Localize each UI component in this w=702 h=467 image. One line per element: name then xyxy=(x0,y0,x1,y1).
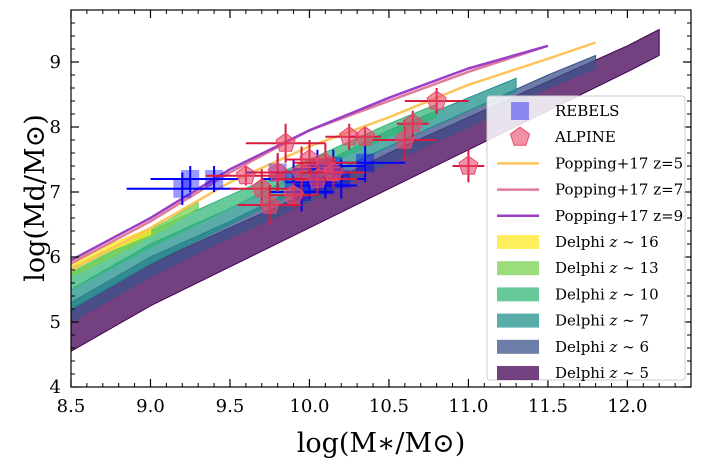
legend-entry-delphi-z-10: Delphi z ∼ 10 xyxy=(497,285,659,303)
band-delphi-z-10 xyxy=(71,103,438,291)
y-axis-label: log(Md/M⊙) xyxy=(20,114,51,282)
legend-band-swatch xyxy=(497,339,539,354)
legend-label: Delphi z ∼ 13 xyxy=(555,259,659,277)
x-tick-label: 11.5 xyxy=(528,396,568,417)
rebels-marker xyxy=(356,153,375,172)
legend-label: Popping+17 z=5 xyxy=(555,154,683,172)
x-tick-label: 11.0 xyxy=(448,396,488,417)
legend-label: Popping+17 z=7 xyxy=(555,181,683,199)
x-axis-label: log(M∗/M⊙) xyxy=(297,428,466,459)
legend-entry-delphi-z-13: Delphi z ∼ 13 xyxy=(497,259,659,277)
legend-box xyxy=(486,95,686,381)
rebels-marker xyxy=(205,170,224,188)
alpine-marker xyxy=(323,161,344,182)
legend-entry-rebels: REBELS xyxy=(511,102,619,120)
x-tick-label: 9.5 xyxy=(216,396,245,417)
alpine-marker xyxy=(402,113,423,133)
alpine-point xyxy=(237,185,302,225)
legend-label: Delphi z ∼ 7 xyxy=(555,312,649,330)
legend-band-swatch xyxy=(497,235,539,249)
legend-label: Popping+17 z=9 xyxy=(555,207,683,225)
alpine-point xyxy=(245,123,326,163)
alpine-point xyxy=(373,120,437,160)
y-tick-label: 6 xyxy=(50,247,61,268)
legend-band-swatch xyxy=(497,313,539,328)
legend-label: Delphi z ∼ 16 xyxy=(555,233,659,251)
alpine-point xyxy=(349,126,381,147)
legend-entry-alpine: ALPINE xyxy=(509,126,616,146)
alpine-point xyxy=(396,110,429,137)
legend-entry-delphi-z-7: Delphi z ∼ 7 xyxy=(497,312,649,330)
x-tick-label: 9.0 xyxy=(136,396,165,417)
rebels-point xyxy=(190,166,238,192)
y-tick-label: 5 xyxy=(50,312,61,333)
rebels-point xyxy=(126,172,238,205)
x-tick-label: 12.0 xyxy=(607,396,647,417)
legend-marker xyxy=(511,102,529,120)
legend-entry-delphi-z-16: Delphi z ∼ 16 xyxy=(497,233,659,251)
alpine-point xyxy=(269,182,318,209)
alpine-point xyxy=(404,88,469,114)
alpine-marker xyxy=(275,132,296,152)
y-tick-label: 7 xyxy=(50,182,61,203)
y-tick-label: 4 xyxy=(50,377,61,398)
y-tick-label: 9 xyxy=(50,52,61,73)
legend: REBELS ALPINE Popping+17 z=5 Popping+17 z=7… xyxy=(486,95,686,382)
plot-frame xyxy=(70,9,692,388)
alpine-marker xyxy=(251,178,272,198)
alpine-marker xyxy=(259,194,280,214)
alpine-point xyxy=(229,169,294,209)
x-tick-label: 10.0 xyxy=(289,396,329,417)
legend-label: Delphi z ∼ 6 xyxy=(555,338,649,356)
legend-label: ALPINE xyxy=(554,128,616,146)
legend-label: Delphi z ∼ 5 xyxy=(555,364,649,382)
line-popping-17-z-9 xyxy=(71,44,549,262)
x-tick-label: 10.5 xyxy=(369,396,409,417)
legend-band-swatch xyxy=(497,287,539,302)
y-tick-label: 8 xyxy=(50,117,61,138)
rebels-marker xyxy=(173,179,192,198)
legend-entry-popping-17-z-5: Popping+17 z=5 xyxy=(497,154,683,172)
alpine-point xyxy=(277,162,358,196)
legend-entry-popping-17-z-7: Popping+17 z=7 xyxy=(497,181,683,199)
legend-marker xyxy=(509,126,531,146)
alpine-point xyxy=(301,156,366,189)
legend-label: REBELS xyxy=(555,102,619,120)
legend-entry-popping-17-z-9: Popping+17 z=9 xyxy=(497,207,683,225)
axis-ticks: 8.5 9.0 9.5 10.0 10.5 11.0 11.5 12.0 4 5 6 7 8 9 xyxy=(50,9,692,417)
x-tick-label: 8.5 xyxy=(57,396,86,417)
alpine-marker xyxy=(426,90,447,110)
legend-entry-delphi-z-5: Delphi z ∼ 5 xyxy=(497,364,649,382)
alpine-marker xyxy=(458,155,479,175)
alpine-marker xyxy=(283,184,304,204)
alpine-marker xyxy=(235,165,256,185)
legend-label: Delphi z ∼ 10 xyxy=(555,285,659,303)
legend-entry-delphi-z-6: Delphi z ∼ 6 xyxy=(497,338,649,356)
legend-band-swatch xyxy=(497,366,539,380)
alpine-marker xyxy=(355,126,376,146)
alpine-point xyxy=(452,149,485,183)
legend-band-swatch xyxy=(497,261,539,276)
data-points xyxy=(126,88,485,225)
